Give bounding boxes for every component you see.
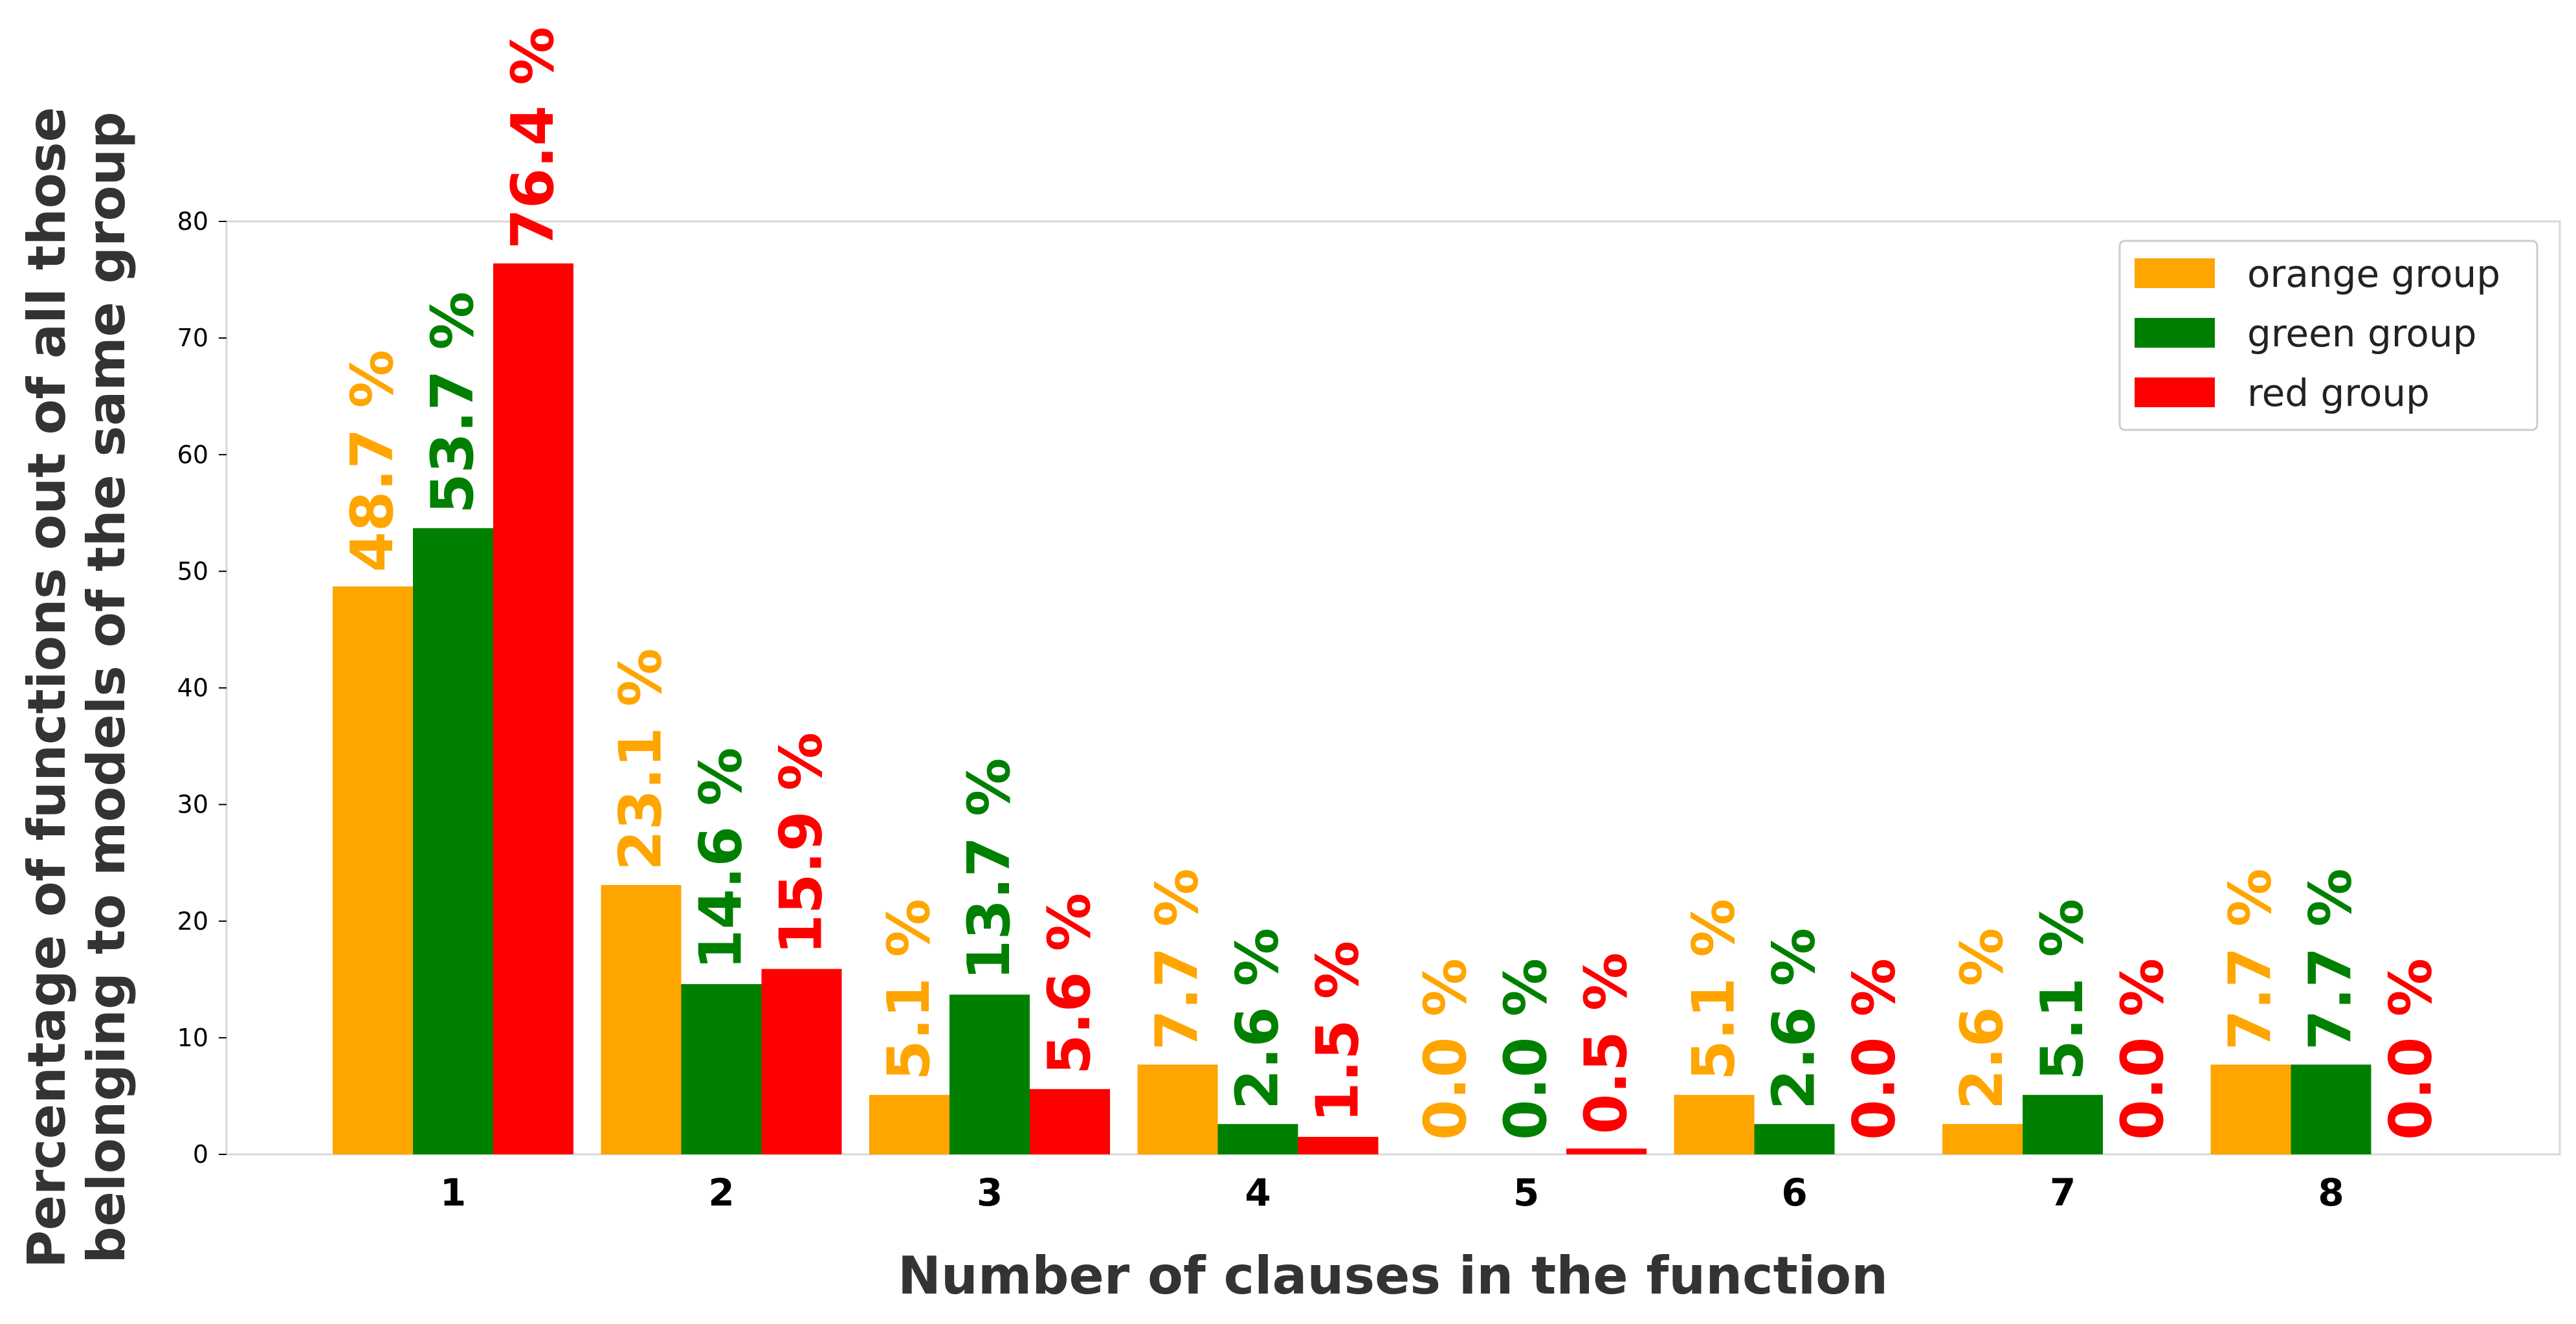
x-axis-ticks: 1 2 3 4 5 6 7 8	[440, 1171, 2344, 1215]
bar-green-group-8	[2291, 1064, 2371, 1154]
x-tick-label: 5	[1513, 1171, 1539, 1215]
bar-value-label: 0.0 %	[1492, 958, 1560, 1140]
legend-label: green group	[2247, 311, 2476, 355]
y-tick-label: 30	[177, 791, 208, 819]
x-tick-label: 7	[2050, 1171, 2076, 1215]
legend-swatch	[2135, 258, 2215, 288]
bar-green-group-4	[1217, 1124, 1298, 1154]
bar-red-group-2	[761, 969, 842, 1154]
bar-value-label: 7.7 %	[1144, 868, 1212, 1050]
bar-value-label: 0.0 %	[2377, 958, 2445, 1140]
bar-value-label: 5.6 %	[1036, 893, 1104, 1075]
bar-value-labels: 48.7 % 53.7 %76.4 % 23.1 % 14.6 % 15.9 % 5.1 …	[339, 27, 2445, 1140]
y-tick-label: 70	[177, 324, 208, 352]
bar-orange-group-3	[869, 1095, 949, 1154]
legend-entries: orange group green group red group	[2135, 252, 2500, 415]
bar-red-group-5	[1566, 1148, 1647, 1154]
bar-value-label: 48.7 %	[339, 350, 406, 572]
x-axis-title: Number of clauses in the function	[898, 1246, 1888, 1306]
bar-value-label: 14.6 %	[687, 747, 755, 970]
bar-value-label: 0.0 %	[2109, 958, 2177, 1140]
bar-orange-group-8	[2210, 1064, 2291, 1154]
bar-value-label: 0.0 %	[1841, 958, 1909, 1140]
bar-value-label: 7.7 %	[2217, 868, 2285, 1050]
bars-layer	[333, 263, 2371, 1155]
bar-red-group-3	[1030, 1089, 1110, 1154]
bar-value-label: 15.9 %	[768, 732, 836, 955]
bar-value-label: 5.1 %	[2028, 899, 2096, 1081]
bar-value-label: 0.0 %	[1412, 958, 1480, 1140]
x-tick-label: 3	[977, 1171, 1003, 1215]
y-axis-title: Percentage of functions out of all those…	[17, 107, 137, 1268]
bar-green-group-3	[949, 994, 1030, 1154]
x-tick-label: 6	[1781, 1171, 1807, 1215]
bar-orange-group-1	[333, 586, 413, 1154]
y-tick-label: 80	[177, 207, 208, 236]
y-axis-title-line-2: belonging to models of the same group	[76, 111, 137, 1263]
legend: orange group green group red group	[2118, 240, 2538, 431]
bar-orange-group-6	[1674, 1095, 1755, 1154]
bar-orange-group-4	[1137, 1064, 1218, 1154]
bar-orange-group-7	[1942, 1124, 2023, 1154]
bar-red-group-4	[1298, 1136, 1379, 1154]
bar-value-label: 53.7 %	[419, 291, 487, 514]
x-tick-label: 2	[708, 1171, 734, 1215]
bar-green-group-2	[681, 984, 762, 1154]
y-tick-label: 60	[177, 440, 208, 469]
bar-orange-group-2	[601, 884, 682, 1154]
bar-value-label: 23.1 %	[607, 648, 675, 871]
y-tick-label: 20	[177, 907, 208, 936]
y-tick-label: 40	[177, 674, 208, 702]
y-axis-title-line-1: Percentage of functions out of all those	[17, 107, 77, 1268]
bar-green-group-7	[2023, 1095, 2103, 1154]
bar-value-label: 5.1 %	[875, 899, 943, 1081]
bar-value-label: 7.7 %	[2297, 868, 2365, 1050]
legend-swatch	[2135, 377, 2215, 407]
legend-swatch	[2135, 318, 2215, 348]
bar-value-label: 2.6 %	[1760, 928, 1828, 1110]
x-tick-label: 4	[1245, 1171, 1271, 1215]
bar-value-label: 2.6 %	[1224, 928, 1292, 1110]
bar-value-label: 0.5 %	[1572, 952, 1640, 1134]
bar-green-group-6	[1754, 1124, 1835, 1154]
y-tick-label: 0	[193, 1140, 208, 1169]
bar-value-label: 2.6 %	[1948, 928, 2016, 1110]
y-tick-label: 50	[177, 557, 208, 585]
bar-value-label: 5.1 %	[1680, 899, 1748, 1081]
bar-green-group-1	[413, 528, 493, 1154]
bar-value-label: 13.7 %	[955, 758, 1023, 981]
bar-value-label: 1.5 %	[1304, 941, 1372, 1123]
x-tick-label: 1	[440, 1171, 466, 1215]
y-tick-label: 10	[177, 1024, 208, 1052]
legend-box	[2118, 240, 2538, 431]
legend-label: orange group	[2247, 252, 2500, 296]
y-axis-ticks: 0 10 20 30 40 50 60 70 80	[177, 207, 227, 1169]
legend-label: red group	[2247, 371, 2430, 415]
bar-value-label: 76.4 %	[499, 27, 567, 249]
x-tick-label: 8	[2318, 1171, 2344, 1215]
bar-red-group-1	[493, 263, 573, 1155]
